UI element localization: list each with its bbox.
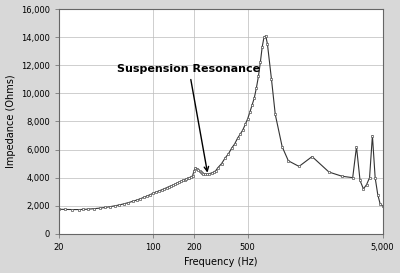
X-axis label: Frequency (Hz): Frequency (Hz) bbox=[184, 257, 258, 268]
Y-axis label: Impedance (Ohms): Impedance (Ohms) bbox=[6, 75, 16, 168]
Text: Suspension Resonance: Suspension Resonance bbox=[117, 64, 260, 171]
